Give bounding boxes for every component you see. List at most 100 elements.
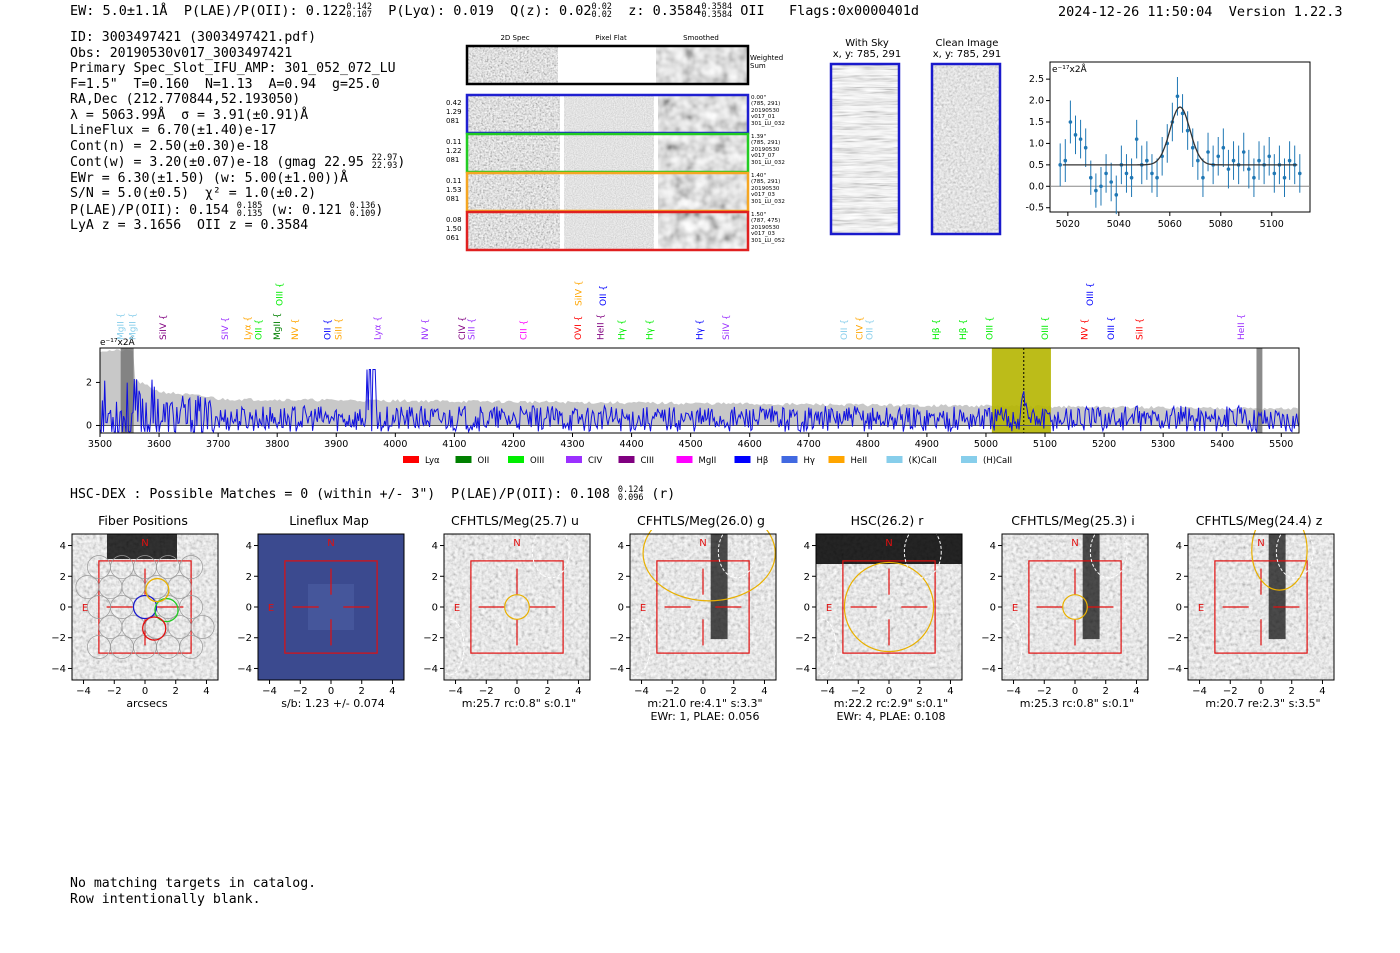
dark-source <box>1268 534 1286 640</box>
cutout-xtick-label: 0 <box>328 686 334 697</box>
qz-value: Q(z): 0.02 <box>510 3 592 19</box>
zoom-data-point <box>1257 158 1261 163</box>
cutout-panel: Fiber Positions N E −4 4 −2 2 0 0 2 −2 4 −4 arcsecs <box>40 510 226 725</box>
cutout-ytick-label: −4 <box>609 664 624 675</box>
line-marker-label: SiIV { <box>159 314 169 340</box>
line-marker-label: OII { <box>599 285 609 306</box>
cutout-xtick-label: 4 <box>947 686 953 697</box>
dark-source <box>1082 534 1100 640</box>
dark-source <box>107 534 177 559</box>
aperture-box <box>284 560 378 654</box>
spec2d-smooth <box>658 213 748 249</box>
fiber-highlight <box>132 594 158 620</box>
cutout-xtick-label: 0 <box>886 686 892 697</box>
cutout-ytick-label: 0 <box>618 603 624 614</box>
aperture-box <box>1214 560 1308 654</box>
line-marker-label: Hγ { <box>696 319 706 340</box>
cutout-caption: m:22.2 rc:2.9" s:0.1" <box>833 697 949 710</box>
cutout-caption-secondary: EWr: 4, PLAE: 0.108 <box>836 710 946 723</box>
cutout-ytick-label: 4 <box>804 541 810 552</box>
zoom-data-point <box>1282 175 1287 180</box>
dark-source <box>816 534 962 564</box>
sky-stripe <box>832 166 898 171</box>
line-marker-label: OIII { <box>276 282 286 306</box>
cutout-title: CFHTLS/Meg(24.4) z <box>1195 513 1323 528</box>
full-spectrum-line <box>99 369 1300 434</box>
zoom-data-point <box>1099 184 1103 189</box>
cutout-xtick-label: −4 <box>262 686 277 697</box>
north-label: N <box>1071 538 1078 549</box>
cutout-ytick-label: 0 <box>990 603 996 614</box>
spec2d-row-right-label: 1.39" (785, 291) 20190530 v017_07 301_LU… <box>751 134 785 166</box>
cutout-ytick-label: −2 <box>795 633 810 644</box>
clean-title: Clean Image <box>935 38 999 49</box>
zoom-xtick-label: 5060 <box>1158 219 1182 230</box>
info-lambda: λ = 5063.99Å σ = 3.91(±0.91)Å <box>70 107 309 123</box>
cutout-ytick-label: 2 <box>1176 572 1182 583</box>
fiber-highlight <box>145 577 170 603</box>
cutout-caption-secondary: EWr: 1, PLAE: 0.056 <box>650 710 760 723</box>
cutout-panel: CFHTLS/Meg(25.3) i N E −4 4 −2 2 0 0 2 −2 4 −4 m:25.3… <box>970 510 1156 725</box>
legend-label: Lyα <box>425 456 440 466</box>
header-right: 2024-12-26 11:50:04 Version 1.22.3 <box>1058 4 1343 20</box>
cutout-ytick-label: 4 <box>432 541 438 552</box>
north-label: N <box>513 538 520 549</box>
cutout-caption: m:21.0 re:4.1" s:3.3" <box>647 697 763 710</box>
cutout-title: CFHTLS/Meg(26.0) g <box>637 513 765 528</box>
line-marker-label: MgII { <box>273 313 283 340</box>
cutout-xtick-label: −2 <box>107 686 122 697</box>
zoom-data-point <box>1201 175 1205 180</box>
full-xtick-label: 4900 <box>915 439 939 450</box>
spec2d-row-right-label: 0.00" (785, 291) 20190530 v017_01 301_LU… <box>751 95 785 127</box>
line-marker-label: Hγ { <box>645 319 655 340</box>
cutout-ytick-label: −4 <box>51 664 66 675</box>
full-xtick-label: 3500 <box>88 439 112 450</box>
zoom-data-point <box>1175 94 1180 99</box>
info-contn: Cont(n) = 2.50(±0.30)e-18 <box>70 138 269 154</box>
legend-swatch <box>828 456 845 463</box>
zoom-xtick-label: 5040 <box>1107 219 1131 230</box>
full-xtick-label: 4000 <box>383 439 407 450</box>
cutout-ytick-label: 2 <box>246 572 252 583</box>
cutout-ytick-label: 0 <box>246 603 252 614</box>
cutout-image: N E −4 4 −2 2 0 0 2 −2 4 −4 <box>423 530 591 697</box>
cutout-xtick-label: 2 <box>545 686 551 697</box>
zoom-data-point <box>1083 145 1088 150</box>
info-lya: LyA z = 3.1656 OII z = 0.3584 <box>70 218 309 233</box>
cutout-ytick-label: −4 <box>795 664 810 675</box>
line-marker-label: Hβ { <box>932 319 942 340</box>
full-xtick-label: 3800 <box>265 439 289 450</box>
spec2d-col-title: Pixel Flat <box>595 34 627 42</box>
cutout-ytick-label: 0 <box>804 603 810 614</box>
cutout-xtick-label: −4 <box>1006 686 1021 697</box>
cutout-xtick-label: 4 <box>389 686 395 697</box>
cutout-panel: CFHTLS/Meg(25.7) u N E −4 4 −2 2 0 0 2 −2 4 −4 m:25.7… <box>412 510 598 725</box>
sky-stripe <box>832 82 898 87</box>
line-marker-label: SiIV { <box>722 314 732 340</box>
catalog-ellipse <box>903 530 942 579</box>
spec2d-flat <box>564 135 654 171</box>
line-marker-label: Hβ { <box>959 319 969 340</box>
zoom-data-point <box>1247 167 1251 171</box>
line-marker-label: HeII { <box>596 314 606 340</box>
zoom-data-point <box>1231 158 1236 163</box>
catalog-ellipse <box>531 530 570 579</box>
spec2d-svg <box>465 44 750 252</box>
cutout-xtick-label: 2 <box>917 686 923 697</box>
cutout-ytick-label: 4 <box>1176 541 1182 552</box>
zoom-data-point <box>1180 111 1185 116</box>
cutout-ytick-label: 0 <box>1176 603 1182 614</box>
cutout-image: N E −4 4 −2 2 0 0 2 −2 4 −4 <box>51 533 219 697</box>
zoom-data-point <box>1145 158 1149 163</box>
legend-label: Hγ <box>804 456 815 466</box>
plae-value: P(LAE)/P(OII): 0.122 <box>183 3 347 19</box>
cutout-panel: Lineflux Map N E −4 4 −2 2 0 0 2 −2 4 −4 s/b: 1.23 +/… <box>226 510 412 725</box>
cutout-ytick-label: −2 <box>423 633 438 644</box>
with-sky-sub: x, y: 785, 291 <box>832 49 902 60</box>
spec2d-smooth <box>658 174 748 210</box>
full-highlight-band <box>991 348 1051 433</box>
full-xtick-label: 4300 <box>560 439 584 450</box>
cutout-image: N E −4 4 −2 2 0 0 2 −2 4 −4 <box>981 530 1149 697</box>
cutout-ytick-label: −2 <box>237 633 252 644</box>
cutout-xtick-label: 0 <box>700 686 706 697</box>
